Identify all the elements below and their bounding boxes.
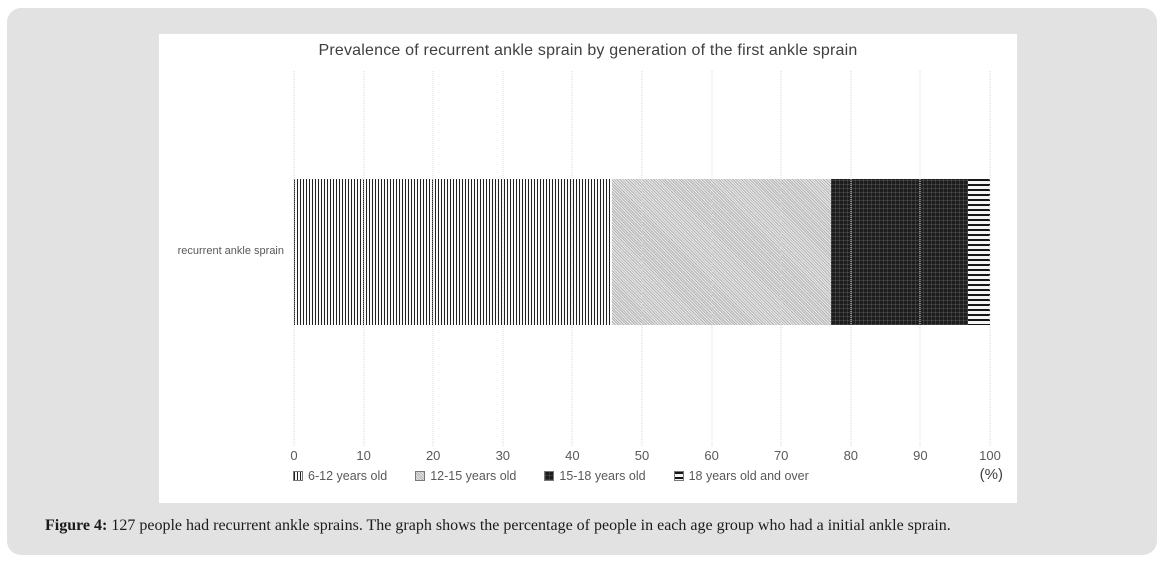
x-tick-label: 100: [979, 448, 1001, 463]
x-tick-label: 0: [290, 448, 298, 463]
gridline: [780, 71, 782, 446]
x-tick-label: 10: [356, 448, 371, 463]
y-axis-category-label: recurrent ankle sprain: [177, 245, 284, 257]
gridline: [293, 71, 295, 446]
legend-item-label: 6-12 years old: [308, 469, 388, 483]
chart-card: Prevalence of recurrent ankle sprain by …: [159, 34, 1017, 503]
bar-segment-vertical-stripes: [294, 179, 613, 325]
legend-item-label: 15-18 years old: [559, 469, 646, 483]
bar-segment-horizontal-stripes: [968, 179, 990, 325]
legend-item-label: 18 years old and over: [688, 469, 809, 483]
legend-item: 6-12 years old: [293, 469, 387, 483]
legend-item: 18 years old and over: [673, 469, 809, 483]
x-tick-label: 60: [704, 448, 719, 463]
legend-swatch-vertical-stripes-icon: [293, 471, 303, 481]
stacked-bar: [294, 179, 990, 325]
plot-area: [293, 71, 991, 446]
bar-segment-dark-crosshatch: [831, 179, 969, 325]
figure-caption: Figure 4: 127 people had recurrent ankle…: [45, 517, 1117, 535]
legend-swatch-light-dots-icon: [415, 471, 426, 481]
x-tick-label: 80: [843, 448, 859, 463]
legend: 6-12 years old 12-15 years old 15-18 years…: [293, 469, 809, 483]
bar-segment-light-dots: [612, 179, 832, 325]
gridline: [641, 71, 643, 446]
x-tick-label: 70: [773, 448, 789, 463]
figure-caption-label: Figure 4:: [45, 517, 108, 534]
gridline: [502, 71, 504, 446]
gridline: [919, 71, 921, 446]
legend-item-label: 12-15 years old: [430, 469, 517, 483]
legend-swatch-horizontal-stripes-icon: [673, 471, 684, 481]
x-tick-label: 40: [565, 448, 580, 463]
gridline: [850, 71, 852, 446]
figure-caption-text: 127 people had recurrent ankle sprains. …: [111, 517, 951, 534]
x-tick-label: 20: [425, 448, 441, 463]
chart-title: Prevalence of recurrent ankle sprain by …: [318, 42, 858, 59]
percent-unit-label: (%): [979, 466, 1003, 483]
x-tick-label: 90: [913, 448, 928, 463]
legend-item: 15-18 years old: [544, 469, 646, 483]
gridline: [571, 71, 573, 446]
legend-swatch-dark-crosshatch-icon: [544, 471, 555, 481]
gridline: [432, 71, 434, 446]
x-tick-label: 50: [634, 448, 650, 463]
x-axis: 0 10 20 30 40 50 60 70 80 90 100: [290, 448, 1000, 464]
gridline: [363, 71, 365, 446]
gridline: [989, 71, 991, 446]
x-tick-label: 30: [495, 448, 511, 463]
figure-panel: Prevalence of recurrent ankle sprain by …: [7, 8, 1157, 555]
gridline: [711, 71, 713, 446]
legend-item: 12-15 years old: [415, 469, 516, 483]
